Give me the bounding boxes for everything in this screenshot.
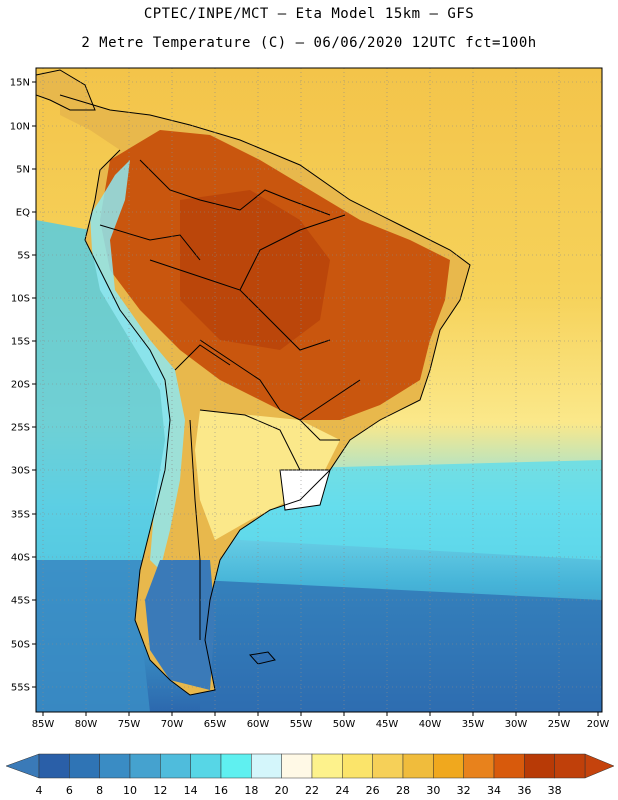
lat-label: 45S [11,596,30,607]
colorbar-label: 16 [214,784,228,797]
southern-pacific-cold [36,560,150,712]
colorbar-swatch [493,753,525,779]
graticule [36,68,602,712]
colorbar-label: 18 [244,784,258,797]
lon-label: 60W [247,719,270,730]
amazon-core [180,190,330,350]
colorbar-swatch [554,753,586,779]
lat-label: 30S [11,466,30,477]
arrow-left-icon [5,753,40,779]
colorbar-swatch [129,753,161,779]
lon-label: 70W [161,719,184,730]
colorbar-label: 24 [335,784,349,797]
lat-label: 5N [16,165,30,176]
lat-label: 35S [11,510,30,521]
colorbar-label: 30 [426,784,440,797]
map-border [35,67,603,713]
map-title-line-2: 2 Metre Temperature (C) – 06/06/2020 12U… [81,35,537,51]
colorbar-swatch [311,753,343,779]
colorbar-label: 22 [305,784,319,797]
latitude-axis: 15N 10N 5N EQ 5S 10S 15S 20S 25S 30S 35S 40S 45S 50S 5… [10,78,36,694]
lat-label: 25S [11,423,30,434]
patagonia-cold [145,560,215,690]
lon-label: 55W [290,719,313,730]
colorbar-swatch [524,753,555,779]
colorbar-label: 8 [96,784,103,797]
colorbar-swatch [38,753,70,779]
colorbar-swatch [342,753,373,779]
lon-label: 25W [548,719,571,730]
map-title-line-1: CPTEC/INPE/MCT – Eta Model 15km – GFS [143,6,475,22]
colorbar-swatch [99,753,131,779]
falkland-islands [249,651,276,665]
colorbar-label: 12 [153,784,167,797]
colorbar-swatch [463,753,495,779]
colorbar-label: 38 [548,784,562,797]
lon-label: 35W [462,719,485,730]
lat-label: 15S [11,337,30,348]
lat-label: 50S [11,640,30,651]
lon-label: 50W [333,719,356,730]
colorbar-swatch [160,753,191,779]
colorbar-swatch [69,753,100,779]
lon-label: 75W [118,719,141,730]
country-borders [36,69,471,696]
colorbar-swatch [281,753,313,779]
pacific-cool-band [36,220,170,560]
colorbar-label: 34 [487,784,501,797]
lon-label: 80W [75,719,98,730]
colorbar-label: 10 [123,784,137,797]
colorbar-swatch [433,753,464,779]
lon-label: 85W [32,719,55,730]
colorbar-swatch [190,753,222,779]
uruguay-region [280,470,330,510]
colorbar-label: 14 [184,784,198,797]
lon-label: 45W [376,719,399,730]
lat-label: 10S [11,294,30,305]
lat-label: 10N [10,122,30,133]
southern-atlantic-cold [200,580,602,712]
lon-label: 40W [419,719,442,730]
colorbar-label: 20 [275,784,289,797]
lat-label: 5S [17,251,30,262]
lat-label: EQ [16,208,30,219]
colorbar-swatch [372,753,404,779]
lat-label: 55S [11,683,30,694]
andes-cool-strip [90,160,185,570]
colorbar-label: 32 [457,784,471,797]
colorbar-label: 6 [66,784,73,797]
southern-cone-mild [195,410,340,540]
colorbar-swatch [402,753,434,779]
lat-label: 40S [11,553,30,564]
colorbar-label: 28 [396,784,410,797]
colorbar-label: 26 [366,784,380,797]
colorbar-label: 36 [517,784,531,797]
colorbar-swatch [220,753,252,779]
longitude-axis: 85W 80W 75W 70W 65W 60W 55W 50W 45W 40W 35W 30W 25W 2… [32,712,610,730]
colorbar-label: 4 [36,784,43,797]
lon-label: 65W [204,719,227,730]
lat-label: 20S [11,380,30,391]
colorbar-swatch [251,753,282,779]
lat-label: 15N [10,78,30,89]
lon-label: 30W [505,719,528,730]
lon-label: 20W [587,719,610,730]
arrow-right-icon [584,753,615,779]
